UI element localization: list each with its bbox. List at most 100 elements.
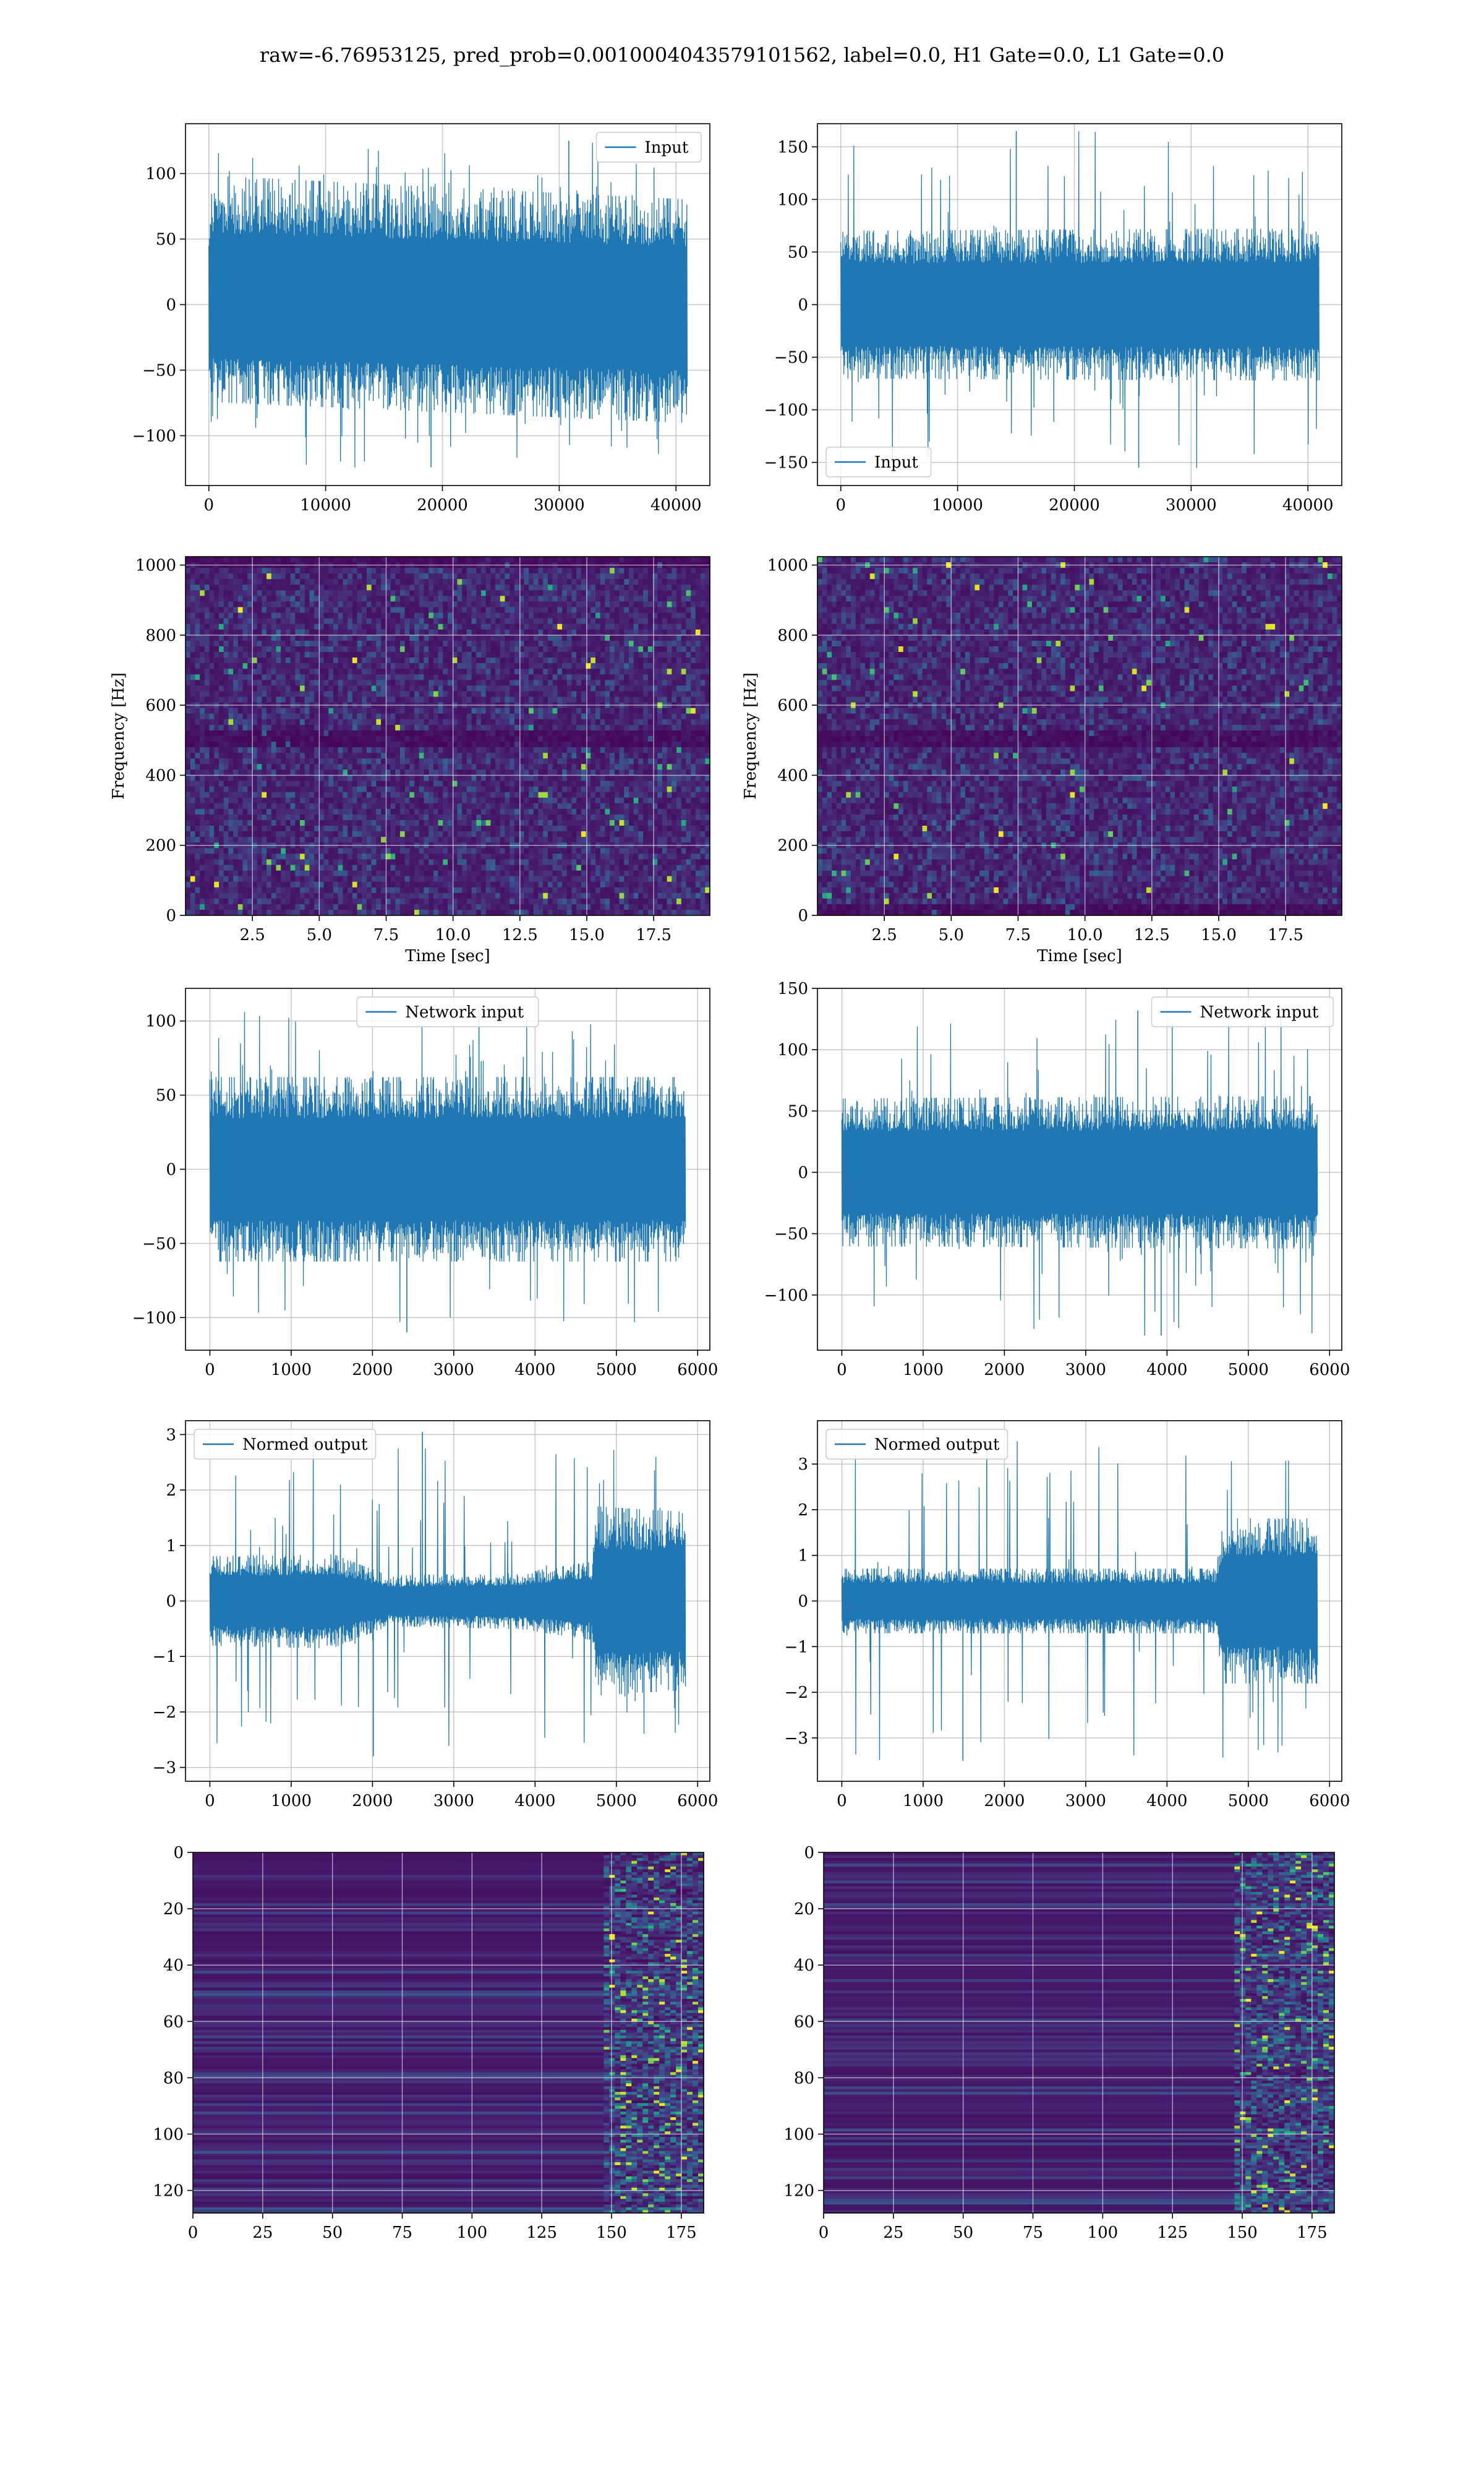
spectrogram-cell [218,803,224,810]
spectrogram-cell [381,685,386,692]
spectrogram-cell [204,612,210,619]
spectrogram-cell [204,769,210,776]
spectrogram-cell [257,724,262,731]
spectrogram-cell [214,803,220,810]
spectrogram-cell [267,573,272,580]
spectrogram-cell [538,747,544,753]
spectrogram-cell [323,612,329,619]
spectrogram-cell [333,685,339,692]
spectrogram-cell [628,596,634,602]
spectrogram-cell [529,573,534,580]
spectrogram-cell [571,674,577,680]
spectrogram-cell [214,674,220,680]
spectrogram-cell [529,579,534,585]
spectrogram-cell [376,663,382,669]
spectrogram-cell [290,568,296,574]
spectrogram-cell [595,747,601,753]
spectrogram-cell [252,753,258,759]
spectrogram-cell [257,764,262,770]
spectrogram-cell [576,797,582,804]
spectrogram-cell [605,781,610,787]
spectrogram-cell [323,753,329,759]
spectrogram-cell [495,764,501,770]
spectrogram-cell [318,775,325,782]
spectrogram-cell [657,635,663,641]
spectrogram-cell [343,719,348,726]
spectrogram-cell [409,657,415,664]
spectrogram-cell [343,680,348,687]
spectrogram-cell [271,590,277,597]
spectrogram-cell [600,669,605,675]
spectrogram-cell [452,719,458,726]
spectrogram-cell [452,691,458,698]
spectrogram-cell [262,596,267,602]
spectrogram-cell [505,742,510,748]
spectrogram-cell [390,607,396,614]
spectrogram-cell [691,584,696,591]
spectrogram-cell [357,640,362,647]
spectrogram-cell [595,607,601,614]
spectrogram-cell [433,568,439,574]
spectrogram-cell [362,803,367,810]
spectrogram-cell [424,579,429,585]
spectrogram-cell [676,753,682,759]
spectrogram-cell [390,663,396,669]
spectrogram-cell [672,657,677,664]
spectrogram-cell [338,769,343,776]
spectrogram-cell [304,579,310,585]
spectrogram-cell [672,781,677,787]
x-tick-label: 30000 [534,496,585,515]
spectrogram-cell [190,736,196,742]
spectrogram-cell [318,596,325,602]
spectrogram-cell [276,579,281,585]
spectrogram-cell [591,713,596,720]
spectrogram-cell [204,674,210,680]
spectrogram-cell [529,601,534,608]
spectrogram-cell [628,584,634,591]
spectrogram-cell [538,596,544,602]
spectrogram-cell [591,635,596,641]
spectrogram-cell [519,708,524,714]
spectrogram-cell [385,797,391,804]
spectrogram-cell [495,758,501,764]
spectrogram-cell [628,652,634,658]
spectrogram-cell [404,579,410,585]
spectrogram-cell [348,674,353,680]
spectrogram-cell [242,736,248,742]
spectrogram-cell [471,724,477,731]
spectrogram-cell [485,557,491,563]
spectrogram-cell [562,635,568,641]
spectrogram-cell [628,590,634,597]
spectrogram-cell [357,674,362,680]
spectrogram-cell [490,669,496,675]
spectrogram-cell [247,669,253,675]
spectrogram-cell [566,568,573,574]
spectrogram-cell [676,680,682,687]
spectrogram-cell [323,713,329,720]
spectrogram-cell [686,657,691,664]
spectrogram-cell [614,758,620,764]
spectrogram-cell [348,769,353,776]
spectrogram-cell [538,568,544,574]
spectrogram-cell [376,764,382,770]
spectrogram-cell [338,601,343,608]
spectrogram-cell [285,663,291,669]
spectrogram-cell [448,696,453,703]
spectrogram-cell [700,719,706,726]
spectrogram-cell [290,685,296,692]
spectrogram-cell [295,657,301,664]
spectrogram-cell [409,652,415,658]
spectrogram-cell [190,803,196,810]
spectrogram-cell [247,797,253,804]
spectrogram-cell [343,713,348,720]
spectrogram-cell [543,579,548,585]
spectrogram-cell [614,663,620,669]
spectrogram-cell [323,657,329,664]
spectrogram-cell [338,612,343,619]
spectrogram-cell [314,719,320,726]
spectrogram-cell [371,607,377,614]
spectrogram-cell [457,618,463,625]
spectrogram-cell [362,657,367,664]
spectrogram-cell [705,618,710,625]
spectrogram-cell [647,781,654,787]
